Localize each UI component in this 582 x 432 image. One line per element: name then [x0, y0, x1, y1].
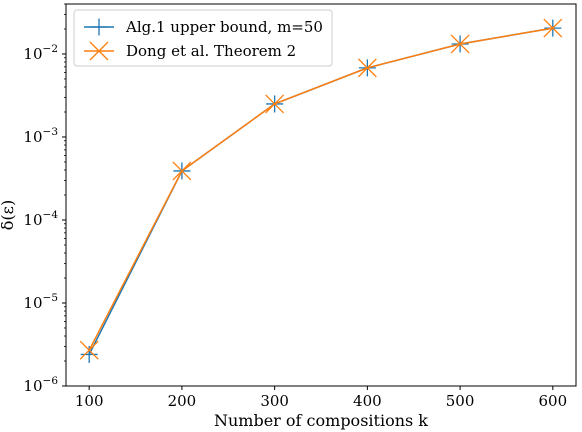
- y-tick-label: 10−5: [23, 292, 58, 312]
- y-axis: 10−6 10−5 10−4 10−3 10−2: [23, 3, 66, 395]
- x-tick-label: 300: [260, 392, 289, 410]
- x-tick-label: 200: [168, 392, 197, 410]
- series-line: [88, 27, 553, 355]
- series-line: [88, 27, 553, 351]
- data-point: [357, 58, 377, 78]
- series-2: [79, 18, 563, 360]
- x-tick-label: 600: [538, 392, 567, 410]
- data-point: [89, 41, 109, 61]
- legend-box: [73, 9, 333, 67]
- data-point: [543, 18, 563, 38]
- data-point: [172, 161, 192, 181]
- y-tick-label: 10−6: [23, 375, 58, 395]
- data-point: [265, 94, 285, 114]
- x-axis-label: Number of compositions k: [214, 411, 428, 430]
- y-axis-label: δ(ε): [0, 200, 17, 230]
- legend: Alg.1 upper bound, m=50 Dong et al. Theor…: [73, 9, 333, 67]
- y-tick-label: 10−4: [23, 209, 58, 229]
- legend-label: Alg.1 upper bound, m=50: [125, 18, 323, 36]
- y-tick-label: 10−2: [23, 43, 58, 63]
- x-axis: 100 200 300 400 500 600: [75, 386, 567, 410]
- data-point: [79, 340, 99, 360]
- plot-area: [65, 3, 577, 387]
- x-tick-label: 400: [353, 392, 382, 410]
- x-tick-label: 100: [75, 392, 104, 410]
- series-1: [80, 19, 562, 363]
- x-tick-label: 500: [446, 392, 475, 410]
- y-tick-label: 10−3: [23, 126, 58, 146]
- legend-label: Dong et al. Theorem 2: [126, 42, 296, 60]
- data-point: [450, 34, 470, 54]
